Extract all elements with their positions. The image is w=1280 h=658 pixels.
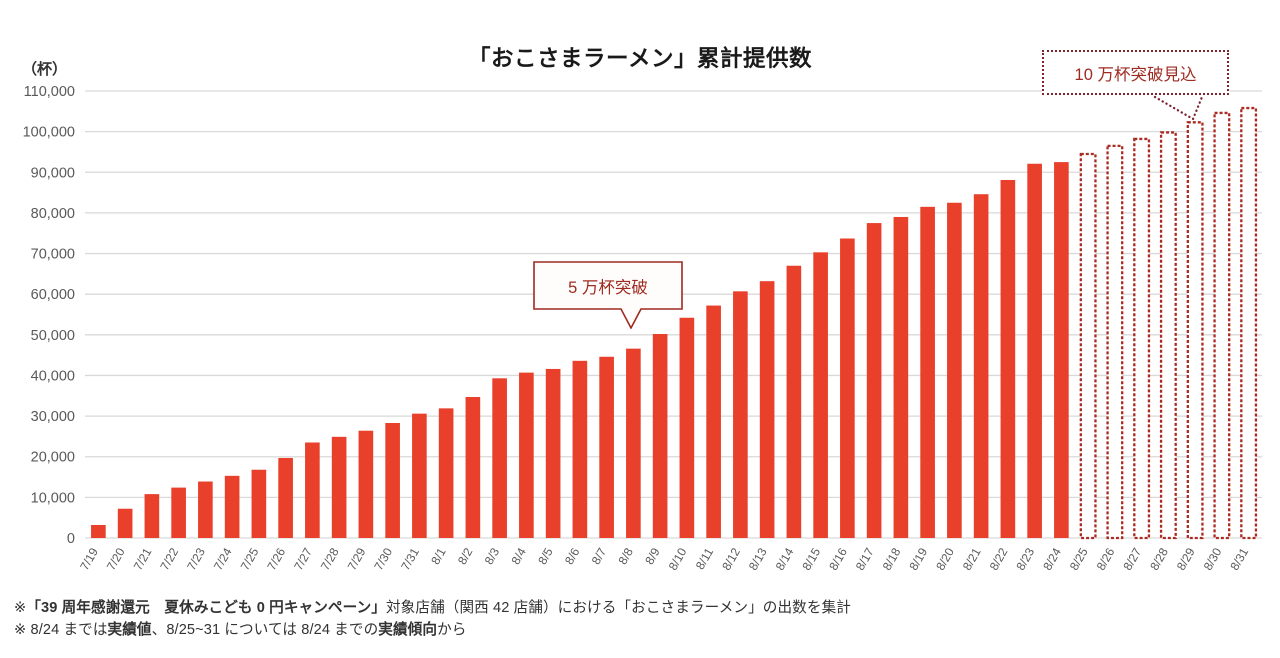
svg-text:7/26: 7/26	[264, 545, 288, 573]
svg-text:8/20: 8/20	[933, 545, 957, 573]
svg-text:8/3: 8/3	[482, 545, 503, 567]
svg-text:8/28: 8/28	[1147, 545, 1171, 573]
svg-text:5 万杯突破: 5 万杯突破	[568, 278, 648, 297]
svg-text:0: 0	[67, 531, 75, 547]
svg-text:10,000: 10,000	[31, 490, 75, 506]
svg-text:7/25: 7/25	[238, 545, 262, 573]
svg-text:110,000: 110,000	[24, 84, 75, 100]
svg-text:90,000: 90,000	[31, 165, 75, 181]
svg-text:8/21: 8/21	[960, 545, 984, 573]
svg-text:20,000: 20,000	[31, 450, 75, 466]
svg-text:8/1: 8/1	[428, 545, 449, 567]
svg-text:8/11: 8/11	[693, 545, 717, 572]
svg-text:（杯）: （杯）	[22, 60, 67, 78]
svg-text:7/30: 7/30	[371, 545, 395, 573]
svg-text:30,000: 30,000	[31, 409, 75, 425]
svg-text:80,000: 80,000	[31, 206, 75, 222]
svg-text:8/14: 8/14	[773, 545, 797, 573]
svg-text:8/10: 8/10	[666, 545, 690, 573]
svg-text:7/23: 7/23	[184, 545, 208, 573]
svg-text:8/23: 8/23	[1013, 545, 1037, 573]
svg-text:100,000: 100,000	[23, 125, 75, 141]
svg-text:8/9: 8/9	[642, 545, 663, 567]
svg-text:8/25: 8/25	[1067, 545, 1091, 573]
svg-text:8/6: 8/6	[562, 545, 583, 567]
svg-text:70,000: 70,000	[31, 247, 75, 263]
svg-text:7/29: 7/29	[345, 545, 369, 573]
svg-text:7/27: 7/27	[291, 545, 315, 573]
svg-text:8/7: 8/7	[589, 545, 610, 567]
svg-text:8/27: 8/27	[1120, 545, 1144, 573]
svg-text:8/4: 8/4	[509, 545, 530, 567]
svg-text:8/17: 8/17	[853, 545, 877, 573]
svg-text:8/24: 8/24	[1040, 545, 1064, 573]
svg-text:8/15: 8/15	[799, 545, 823, 573]
svg-text:8/12: 8/12	[719, 545, 743, 573]
svg-text:50,000: 50,000	[31, 328, 75, 344]
svg-text:7/20: 7/20	[104, 545, 128, 573]
svg-text:7/19: 7/19	[77, 545, 101, 573]
svg-text:8/19: 8/19	[906, 545, 930, 573]
svg-text:8/16: 8/16	[826, 545, 850, 573]
svg-text:7/28: 7/28	[318, 545, 342, 573]
svg-text:8/18: 8/18	[880, 545, 904, 573]
svg-text:8/29: 8/29	[1174, 545, 1198, 573]
svg-text:7/21: 7/21	[131, 545, 155, 573]
svg-text:8/8: 8/8	[616, 545, 637, 567]
svg-text:40,000: 40,000	[31, 368, 75, 384]
svg-text:8/5: 8/5	[535, 545, 556, 567]
svg-text:8/2: 8/2	[455, 545, 476, 567]
svg-text:8/26: 8/26	[1094, 545, 1118, 573]
svg-text:7/31: 7/31	[398, 545, 422, 573]
svg-text:8/30: 8/30	[1201, 545, 1225, 573]
svg-text:7/22: 7/22	[157, 545, 181, 573]
svg-text:8/13: 8/13	[746, 545, 770, 573]
svg-text:7/24: 7/24	[211, 545, 235, 573]
svg-text:60,000: 60,000	[31, 287, 75, 303]
svg-text:8/22: 8/22	[987, 545, 1011, 573]
svg-text:8/31: 8/31	[1227, 545, 1251, 573]
